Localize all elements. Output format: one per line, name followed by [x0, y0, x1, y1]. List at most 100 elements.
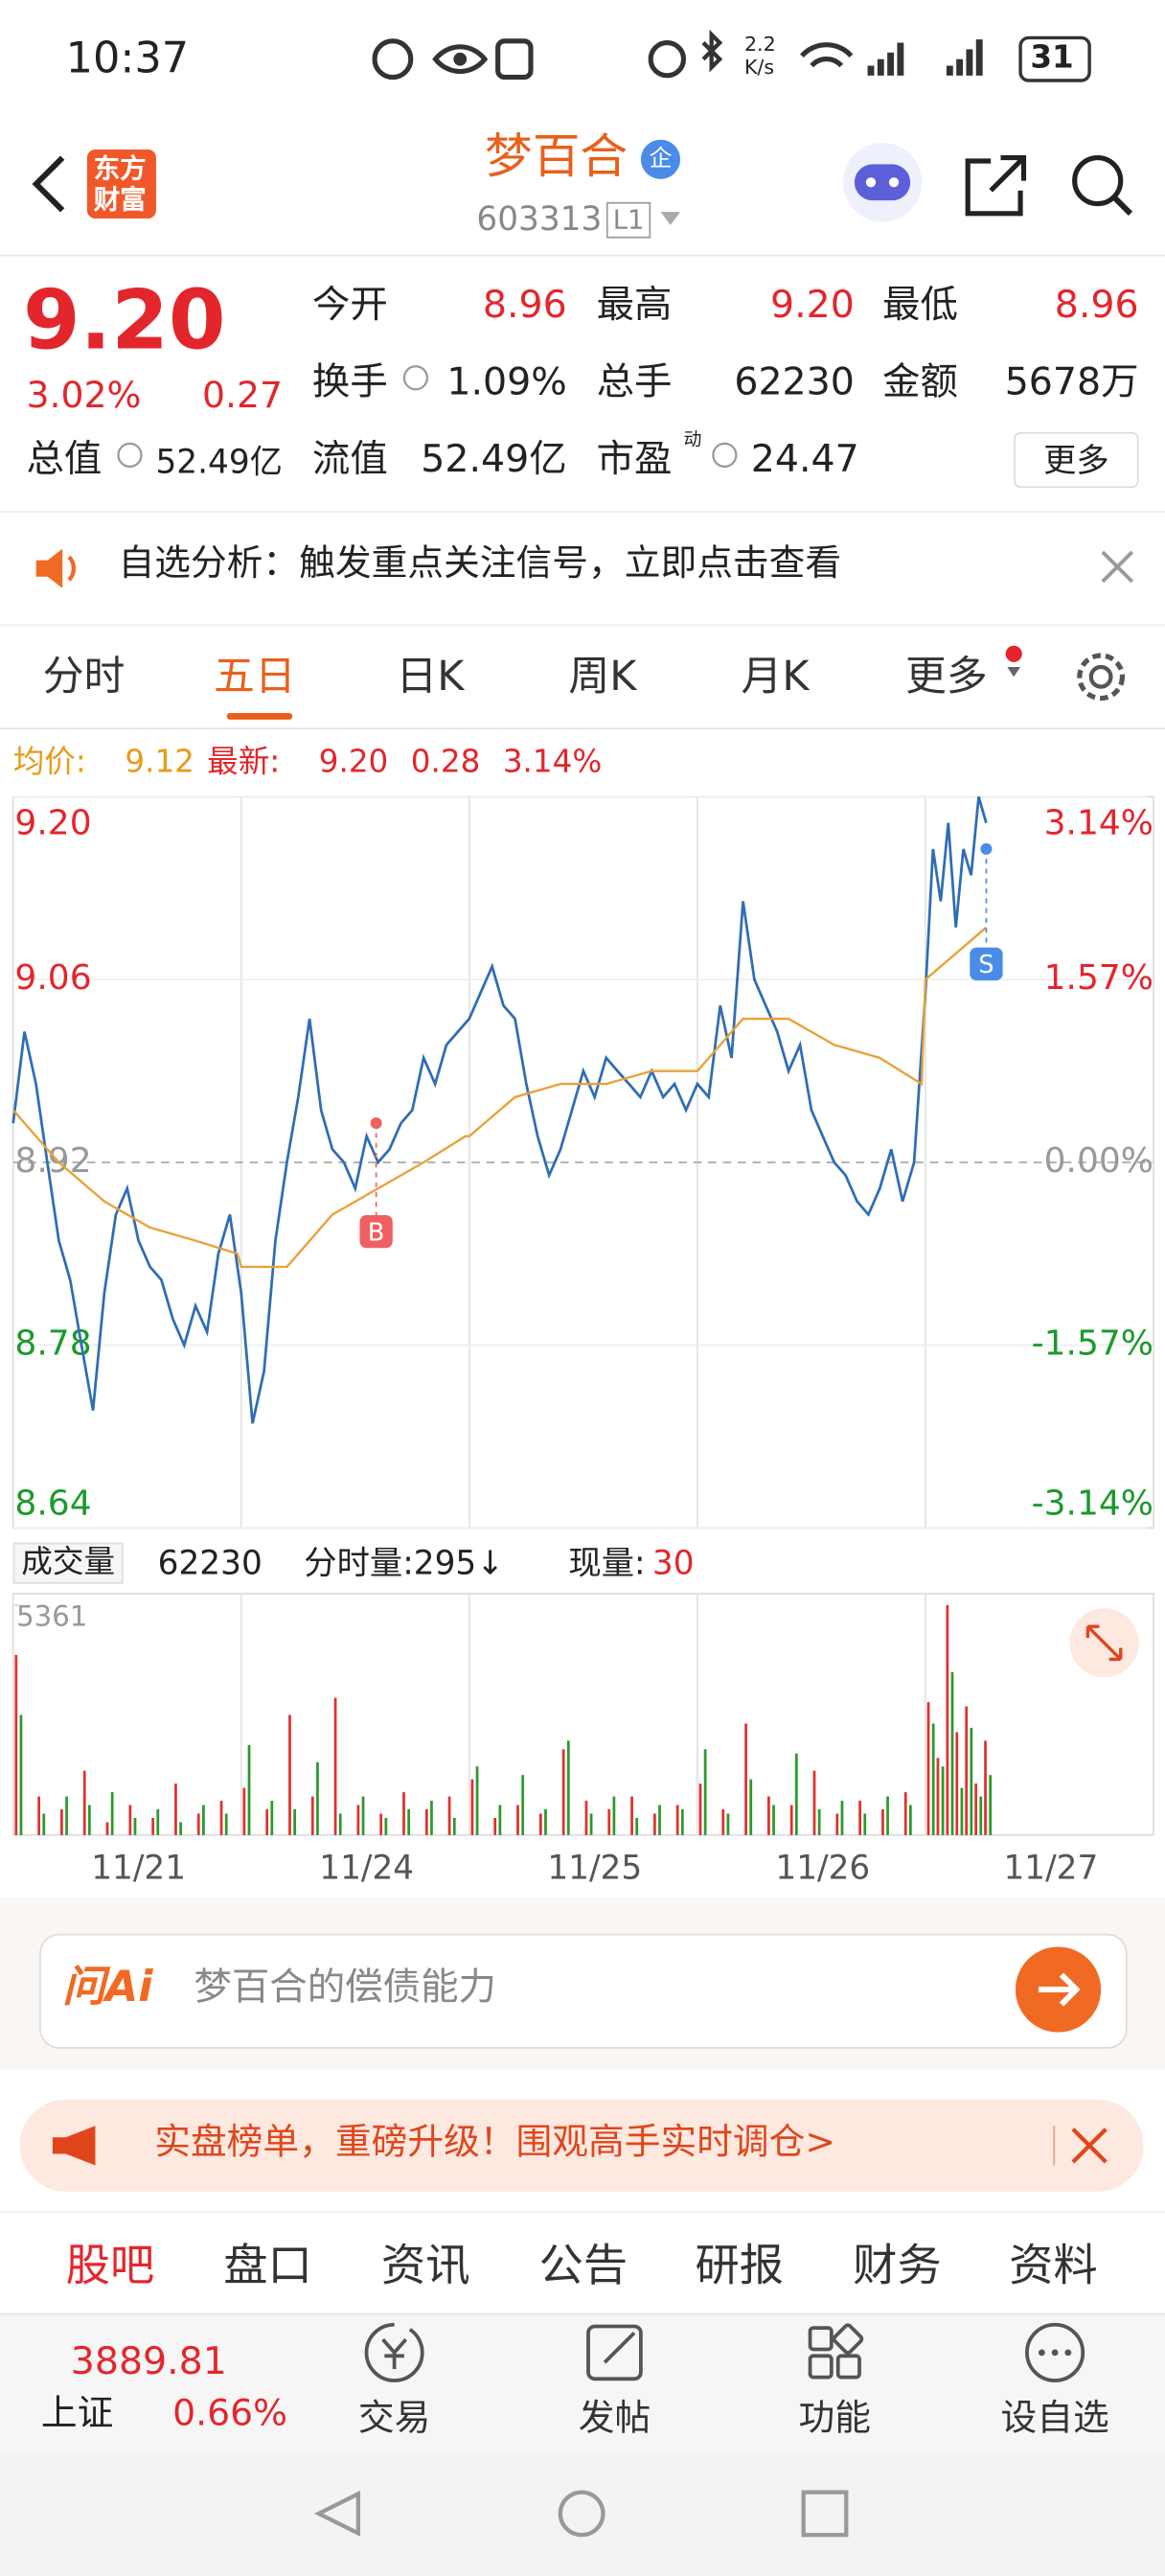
- volume-bar: [767, 1796, 770, 1835]
- trade-badge: [970, 947, 1003, 981]
- volume-bar: [224, 1813, 228, 1835]
- volume-bar: [566, 1740, 570, 1835]
- volume-bar: [105, 1822, 109, 1835]
- y-tick-label: 9.06: [14, 958, 91, 998]
- volume-bar: [589, 1813, 593, 1835]
- change: 0.27: [201, 376, 283, 418]
- avg-label: 均价:: [12, 744, 86, 781]
- bottom-tab[interactable]: 公告: [538, 2241, 628, 2292]
- volume-bar: [333, 1697, 337, 1835]
- volume-bar: [941, 1766, 945, 1835]
- tab[interactable]: 月K: [741, 652, 810, 701]
- volume-bar: [931, 1723, 935, 1835]
- volume-bar: [584, 1801, 588, 1835]
- battery-level: 31: [1030, 39, 1074, 76]
- nav-item[interactable]: 发帖: [578, 2398, 651, 2440]
- volume-bar: [544, 1809, 547, 1835]
- field-value: 52.49亿: [155, 442, 283, 482]
- tab-dot: [1005, 645, 1022, 678]
- volume-bar: [270, 1801, 274, 1835]
- close[interactable]: [1098, 547, 1137, 586]
- bottom-tab[interactable]: 研报: [695, 2241, 785, 2292]
- volume-bar: [179, 1822, 182, 1835]
- back-button[interactable]: [23, 151, 72, 218]
- notice-bar[interactable]: [0, 511, 1165, 627]
- ask-box[interactable]: [39, 1933, 1128, 2049]
- settings[interactable]: [1071, 647, 1131, 706]
- last-value: 9.20: [318, 744, 389, 781]
- volume-bar: [475, 1766, 479, 1835]
- volume-bar: [863, 1813, 867, 1835]
- field-label: 市盈: [596, 438, 673, 482]
- volume-bar: [630, 1796, 633, 1835]
- bottom-tab[interactable]: 财务: [853, 2241, 942, 2292]
- field-label: 今开: [311, 284, 388, 328]
- nav-item[interactable]: 设自选: [1000, 2398, 1109, 2440]
- volume-bar: [156, 1809, 160, 1835]
- volume-bar: [470, 1779, 474, 1835]
- banner[interactable]: [19, 2099, 1144, 2192]
- logo: [86, 150, 156, 219]
- nav-item[interactable]: 交易: [357, 2398, 431, 2440]
- search[interactable]: [1068, 151, 1137, 220]
- share[interactable]: [961, 151, 1030, 218]
- field-value: 52.49亿: [421, 438, 567, 482]
- volume-bar: [703, 1749, 707, 1835]
- tab[interactable]: 周K: [568, 652, 637, 701]
- volume-total: 62230: [157, 1542, 263, 1582]
- y-tick-label: 5361: [16, 1600, 87, 1633]
- field-label: 金额: [882, 361, 958, 404]
- tab[interactable]: 日K: [396, 652, 465, 701]
- robot[interactable]: [838, 141, 927, 223]
- volume-bar: [721, 1809, 725, 1835]
- volume-bar: [498, 1805, 502, 1835]
- trade-badge: [359, 1215, 393, 1249]
- more-button[interactable]: 更多: [1014, 431, 1139, 489]
- divider: [1053, 2126, 1056, 2166]
- ask-placeholder: 梦百合的偿债能力: [194, 1966, 496, 2010]
- volume-bar: [965, 1706, 969, 1835]
- expand-icon: [1085, 1624, 1123, 1662]
- volume-bar: [946, 1604, 949, 1835]
- index-value[interactable]: 3889.81: [70, 2340, 227, 2384]
- plot-frame: [11, 1593, 1154, 1836]
- bottom-tab[interactable]: 盘口: [223, 2241, 312, 2292]
- volume-bar: [242, 1787, 246, 1835]
- volume-bar: [516, 1805, 519, 1835]
- volume-bar: [110, 1792, 114, 1835]
- net-unit: K/s: [743, 56, 775, 80]
- level: L1: [605, 201, 651, 239]
- volume-bar: [202, 1805, 205, 1835]
- field-value: 8.96: [482, 284, 567, 328]
- volume-bar: [979, 1796, 983, 1835]
- banner-close[interactable]: [1070, 2128, 1109, 2164]
- nav-item[interactable]: 功能: [798, 2398, 872, 2440]
- y2-tick-label: 1.57%: [1044, 958, 1154, 998]
- volume-bar: [452, 1817, 456, 1835]
- volume-bar: [219, 1801, 223, 1835]
- volume-bar: [858, 1801, 861, 1835]
- volume-bar: [384, 1817, 388, 1835]
- banner-text: 实盘榜单，重磅升级！围观高手实时调仓>: [154, 2122, 836, 2164]
- volume-bar: [607, 1809, 611, 1835]
- last-change-pct: 3.14%: [502, 744, 603, 781]
- dropdown[interactable]: [657, 209, 683, 229]
- volume-bar: [903, 1792, 907, 1835]
- volume-bar: [680, 1809, 684, 1835]
- bottom-tab[interactable]: 资讯: [380, 2241, 470, 2292]
- volume-bar: [60, 1809, 63, 1835]
- y2-tick-label: -3.14%: [1032, 1484, 1154, 1523]
- tab[interactable]: 更多: [905, 652, 988, 701]
- bottom-tab-active[interactable]: 股吧: [65, 2241, 155, 2292]
- bottom-tab[interactable]: 资料: [1009, 2241, 1098, 2292]
- volume-label[interactable]: 成交量: [12, 1542, 124, 1584]
- volume-bar: [772, 1805, 775, 1835]
- tab-active[interactable]: 五日: [213, 652, 296, 701]
- nav-icons: [364, 2322, 1085, 2382]
- ask-submit[interactable]: [1014, 1945, 1103, 2035]
- volume-bar: [316, 1761, 319, 1835]
- tab[interactable]: 分时: [42, 652, 126, 701]
- field-value: 62230: [734, 361, 855, 404]
